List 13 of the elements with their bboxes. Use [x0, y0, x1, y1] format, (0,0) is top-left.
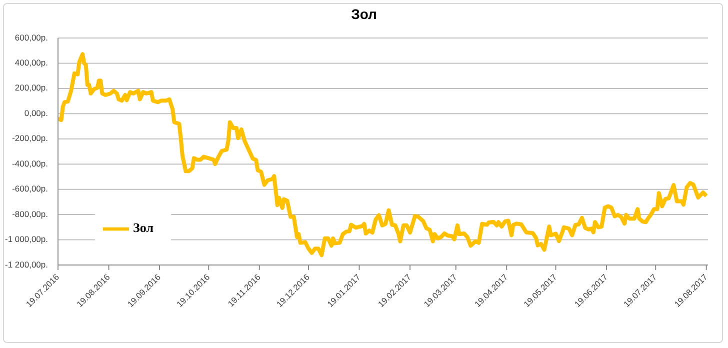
y-tick-label: 200,00р. [14, 82, 48, 93]
y-tick-label: 0,00р. [24, 108, 48, 118]
line-series [58, 52, 708, 258]
y-tick-label: 400,00р. [14, 57, 48, 68]
y-tick-label: -400,00р. [12, 158, 48, 168]
y-tick-label: -600,00р. [12, 184, 48, 194]
chart-title: Зол [350, 6, 378, 22]
legend-label: Зол [133, 220, 154, 235]
y-tick-label: -200,00р. [12, 133, 48, 144]
y-tick-label: -1 200,00р. [4, 259, 48, 270]
y-tick-label: 600,00р. [14, 32, 48, 42]
y-tick-label: -1 000,00р. [4, 234, 48, 244]
y-tick-label: -800,00р. [12, 208, 48, 219]
